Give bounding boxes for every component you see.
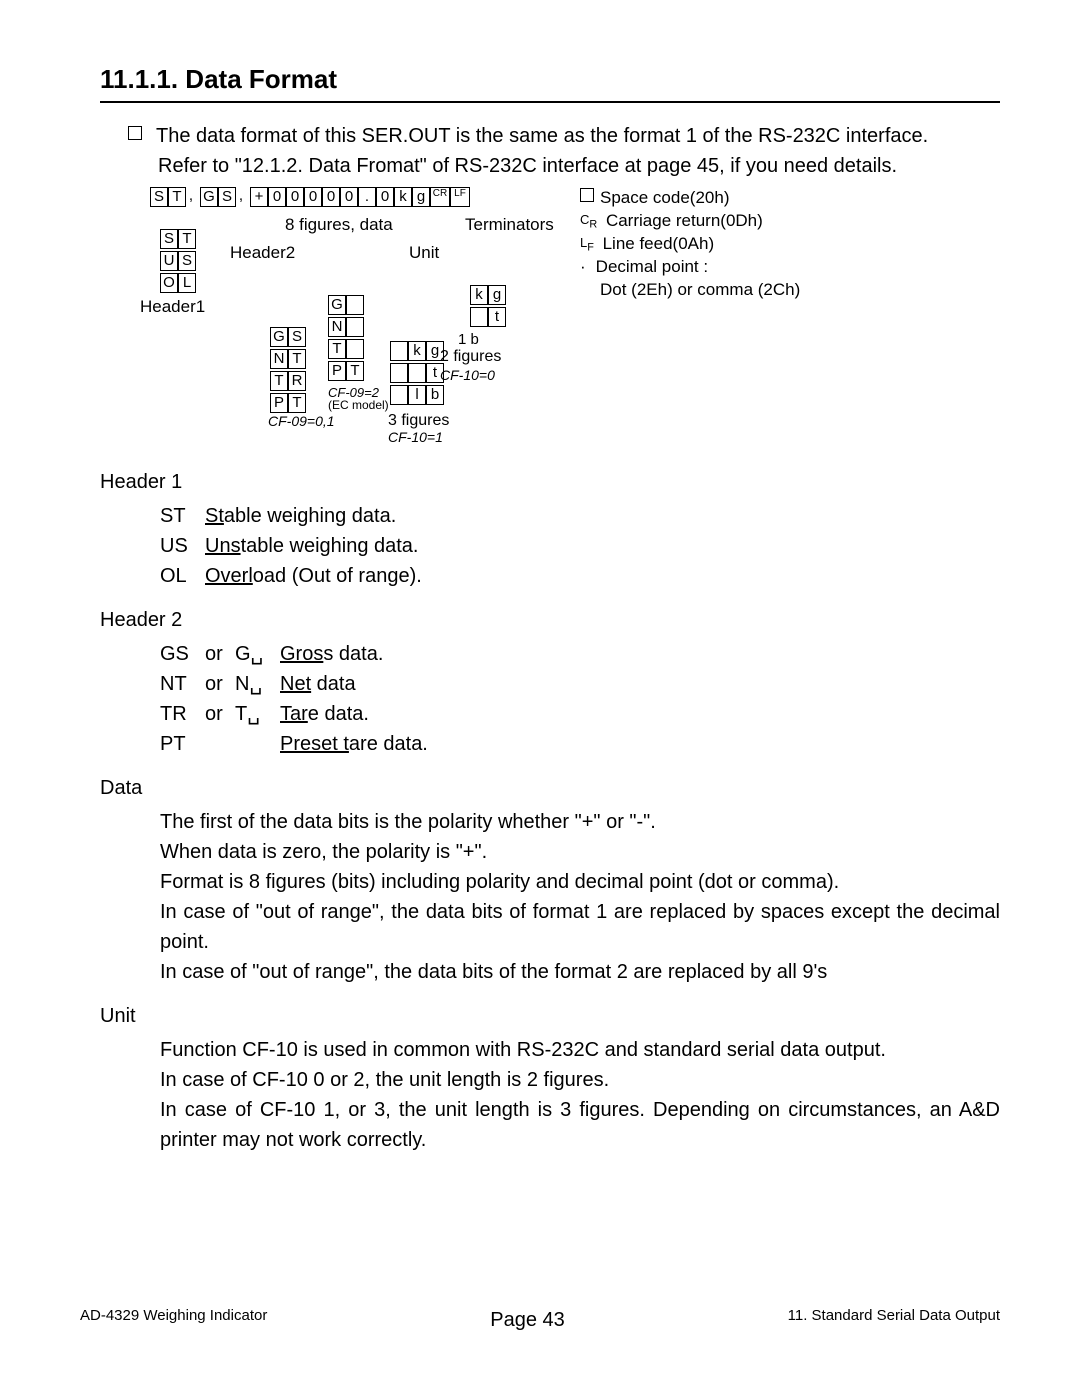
diagram-cell: T <box>328 339 346 359</box>
bullet-icon <box>128 126 142 140</box>
diagram-cell: L <box>178 273 196 293</box>
header2-row: PTPreset tare data. <box>160 729 1000 759</box>
diagram-cell: T <box>178 229 196 249</box>
diagram-cell: S <box>160 229 178 249</box>
diagram-cell: , <box>236 187 246 205</box>
diagram-cell: t <box>488 307 506 327</box>
intro-paragraph: The data format of this SER.OUT is the s… <box>128 121 1000 151</box>
header2-row: GSorG␣Gross data. <box>160 639 1000 669</box>
diagram-cell: 0 <box>268 187 286 207</box>
diagram-cell: T <box>288 349 306 369</box>
diagram-cell: U <box>160 251 178 271</box>
diagram-cell: G <box>200 187 218 207</box>
diagram-cell: 0 <box>304 187 322 207</box>
header2-title: Header 2 <box>100 605 1000 635</box>
diagram-cell: T <box>346 361 364 381</box>
diagram-cell: S <box>218 187 236 207</box>
header1-row: STStable weighing data. <box>160 501 1000 531</box>
unit-line: In case of CF-10 1, or 3, the unit lengt… <box>160 1095 1000 1155</box>
diagram-cell: t <box>426 363 444 383</box>
diagram-cell: G <box>270 327 288 347</box>
u2-cf: CF-10=1 <box>388 429 443 446</box>
header1-row: OLOverload (Out of range). <box>160 561 1000 591</box>
legend-dp2: Dot (2Eh) or comma (2Ch) <box>580 279 800 302</box>
label-header1: Header1 <box>140 297 205 317</box>
data-title: Data <box>100 773 1000 803</box>
data-line: In case of "out of range", the data bits… <box>160 897 1000 957</box>
footer-center: Page 43 <box>490 1305 565 1335</box>
diagram-cell: N <box>270 349 288 369</box>
h2-note: CF-09=0,1 <box>268 413 335 430</box>
data-format-diagram: ST,GS,+00000.0kgCRLF 8 figures, data Ter… <box>140 187 1000 457</box>
unit-line: In case of CF-10 0 or 2, the unit length… <box>160 1065 1000 1095</box>
footer-right: 11. Standard Serial Data Output <box>788 1305 1000 1335</box>
diagram-cell <box>390 341 408 361</box>
header2-row: NTorN␣Net data <box>160 669 1000 699</box>
diagram-cell: P <box>328 361 346 381</box>
diagram-cell <box>408 363 426 383</box>
diagram-cell: b <box>426 385 444 405</box>
diagram-cell: k <box>408 341 426 361</box>
unit-title: Unit <box>100 1001 1000 1031</box>
diagram-cell: 0 <box>322 187 340 207</box>
intro-text: The data format of this SER.OUT is the s… <box>156 125 928 147</box>
diagram-cell: N <box>328 317 346 337</box>
diagram-cell: . <box>358 187 376 207</box>
diagram-cell: R <box>288 371 306 391</box>
diagram-cell: T <box>288 393 306 413</box>
diagram-cell: O <box>160 273 178 293</box>
diagram-cell: 0 <box>286 187 304 207</box>
footer-left: AD-4329 Weighing Indicator <box>80 1305 267 1335</box>
diagram-cell <box>390 363 408 383</box>
label-terminators: Terminators <box>465 215 554 235</box>
label-8figures: 8 figures, data <box>285 215 393 235</box>
legend-space: Space code(20h) <box>580 187 800 210</box>
legend-lf: LF Line feed(0Ah) <box>580 233 800 256</box>
label-header2: Header2 <box>230 243 295 263</box>
h2b-note2: (EC model) <box>328 398 389 412</box>
diagram-cell: g <box>426 341 444 361</box>
page-footer: AD-4329 Weighing Indicator Page 43 11. S… <box>80 1305 1000 1335</box>
data-line: The first of the data bits is the polari… <box>160 807 1000 837</box>
legend-cr: CR Carriage return(0Dh) <box>580 210 800 233</box>
u2-cap: 3 figures <box>388 411 449 430</box>
diagram-cell: + <box>250 187 268 207</box>
diagram-cell: S <box>288 327 306 347</box>
header2-row: TRorT␣Tare data. <box>160 699 1000 729</box>
header1-title: Header 1 <box>100 467 1000 497</box>
diagram-cell: , <box>186 187 196 205</box>
header1-row: USUnstable weighing data. <box>160 531 1000 561</box>
data-line: In case of "out of range", the data bits… <box>160 957 1000 987</box>
unit-line: Function CF-10 is used in common with RS… <box>160 1035 1000 1065</box>
diagram-cell: 0 <box>340 187 358 207</box>
diagram-cell: LF <box>450 187 470 207</box>
u1-cap: 2 figures <box>440 347 501 366</box>
diagram-cell: 0 <box>376 187 394 207</box>
diagram-cell: S <box>178 251 196 271</box>
diagram-cell: S <box>150 187 168 207</box>
data-line: When data is zero, the polarity is "+". <box>160 837 1000 867</box>
u1-cf: CF-10=0 <box>440 367 495 384</box>
diagram-cell: k <box>470 285 488 305</box>
diagram-cell: CR <box>430 187 450 207</box>
label-unit: Unit <box>409 243 439 263</box>
diagram-cell: g <box>412 187 430 207</box>
diagram-cell <box>470 307 488 327</box>
diagram-cell: T <box>270 371 288 391</box>
diagram-cell: k <box>394 187 412 207</box>
diagram-cell: g <box>488 285 506 305</box>
legend-dp: ·Decimal point : <box>580 256 800 279</box>
data-line: Format is 8 figures (bits) including pol… <box>160 867 1000 897</box>
diagram-cell <box>346 317 364 337</box>
diagram-cell <box>390 385 408 405</box>
diagram-cell: l <box>408 385 426 405</box>
diagram-cell: P <box>270 393 288 413</box>
section-title: 11.1.1. Data Format <box>100 60 1000 103</box>
intro-refer: Refer to "12.1.2. Data Fromat" of RS-232… <box>158 151 1000 181</box>
diagram-cell <box>346 295 364 315</box>
diagram-cell <box>346 339 364 359</box>
diagram-cell: T <box>168 187 186 207</box>
diagram-cell: G <box>328 295 346 315</box>
